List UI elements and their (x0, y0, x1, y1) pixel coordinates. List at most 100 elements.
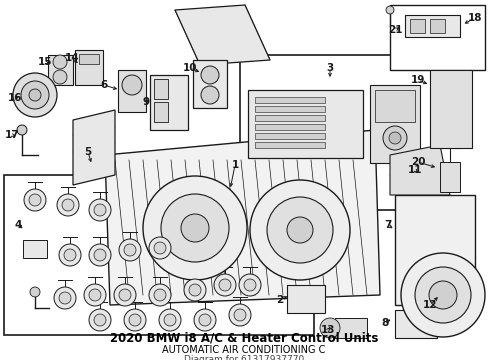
Text: 2020 BMW i8 A/C & Heater Control Units: 2020 BMW i8 A/C & Heater Control Units (110, 332, 377, 345)
Bar (369, 85, 419, 163)
Text: 12: 12 (422, 300, 436, 310)
Circle shape (94, 249, 106, 261)
Circle shape (194, 309, 216, 331)
Circle shape (62, 199, 74, 211)
Circle shape (59, 292, 71, 304)
Circle shape (89, 244, 111, 266)
Text: 9: 9 (142, 97, 149, 107)
Bar (404, 15, 459, 37)
Bar (334, 318, 366, 338)
Circle shape (114, 284, 136, 306)
Circle shape (89, 199, 111, 221)
Circle shape (29, 194, 41, 206)
Circle shape (122, 75, 142, 95)
Circle shape (183, 279, 205, 301)
Text: 17: 17 (5, 130, 19, 140)
Circle shape (154, 242, 165, 254)
Circle shape (154, 289, 165, 301)
Bar (118, 70, 146, 112)
Bar (429, 70, 471, 148)
Circle shape (382, 126, 406, 150)
Circle shape (159, 309, 181, 331)
Text: 7: 7 (384, 220, 391, 230)
Circle shape (266, 197, 332, 263)
Circle shape (84, 284, 106, 306)
Circle shape (89, 309, 111, 331)
Circle shape (21, 81, 49, 109)
Circle shape (53, 70, 67, 84)
Bar (286, 285, 325, 313)
Circle shape (142, 176, 246, 280)
Circle shape (30, 287, 40, 297)
Circle shape (214, 274, 236, 296)
Bar (254, 124, 325, 130)
Text: 14: 14 (64, 53, 79, 63)
Circle shape (163, 314, 176, 326)
Circle shape (249, 180, 349, 280)
Bar (150, 75, 187, 130)
Text: 16: 16 (8, 93, 22, 103)
Bar (247, 90, 362, 158)
Circle shape (388, 132, 400, 144)
Circle shape (94, 314, 106, 326)
Circle shape (201, 86, 219, 104)
Circle shape (119, 289, 131, 301)
Bar (4, 175, 313, 335)
Bar (439, 162, 459, 192)
Circle shape (414, 267, 470, 323)
Text: 8: 8 (381, 318, 388, 328)
Circle shape (428, 281, 456, 309)
Text: 1: 1 (231, 160, 238, 170)
Circle shape (181, 214, 208, 242)
Circle shape (228, 304, 250, 326)
Bar (394, 310, 436, 338)
Circle shape (385, 6, 393, 14)
Text: 20: 20 (410, 157, 425, 167)
Bar (394, 195, 474, 305)
Bar (23, 240, 47, 258)
Circle shape (54, 287, 76, 309)
Bar (254, 97, 325, 103)
Text: 6: 6 (100, 80, 107, 90)
Polygon shape (389, 145, 449, 195)
Text: 18: 18 (467, 13, 481, 23)
Bar (254, 142, 325, 148)
Circle shape (219, 279, 230, 291)
Circle shape (161, 194, 228, 262)
Bar (409, 19, 424, 33)
Circle shape (29, 89, 41, 101)
Circle shape (189, 284, 201, 296)
Text: 5: 5 (84, 147, 91, 157)
Bar (79, 54, 99, 64)
Circle shape (94, 204, 106, 216)
Text: 2: 2 (276, 295, 283, 305)
Text: 10: 10 (183, 63, 197, 73)
Text: 11: 11 (407, 165, 421, 175)
Circle shape (124, 309, 146, 331)
Text: 21: 21 (387, 25, 402, 35)
Bar (240, 55, 434, 210)
Bar (154, 79, 168, 99)
Circle shape (24, 189, 46, 211)
Text: Diagram for 61317937770: Diagram for 61317937770 (183, 356, 304, 360)
Circle shape (400, 253, 484, 337)
Circle shape (57, 194, 79, 216)
Polygon shape (175, 5, 269, 65)
Circle shape (199, 314, 210, 326)
Bar (374, 90, 414, 122)
Bar (254, 106, 325, 112)
Bar (389, 5, 484, 70)
Circle shape (53, 55, 67, 69)
Text: 4: 4 (14, 220, 21, 230)
Circle shape (319, 318, 339, 338)
Circle shape (239, 274, 261, 296)
Bar (154, 102, 168, 122)
Bar (429, 19, 444, 33)
Circle shape (149, 237, 171, 259)
Circle shape (119, 239, 141, 261)
Circle shape (59, 244, 81, 266)
Text: 19: 19 (410, 75, 425, 85)
Text: 13: 13 (320, 325, 335, 335)
Circle shape (244, 279, 256, 291)
Bar (75, 50, 103, 85)
